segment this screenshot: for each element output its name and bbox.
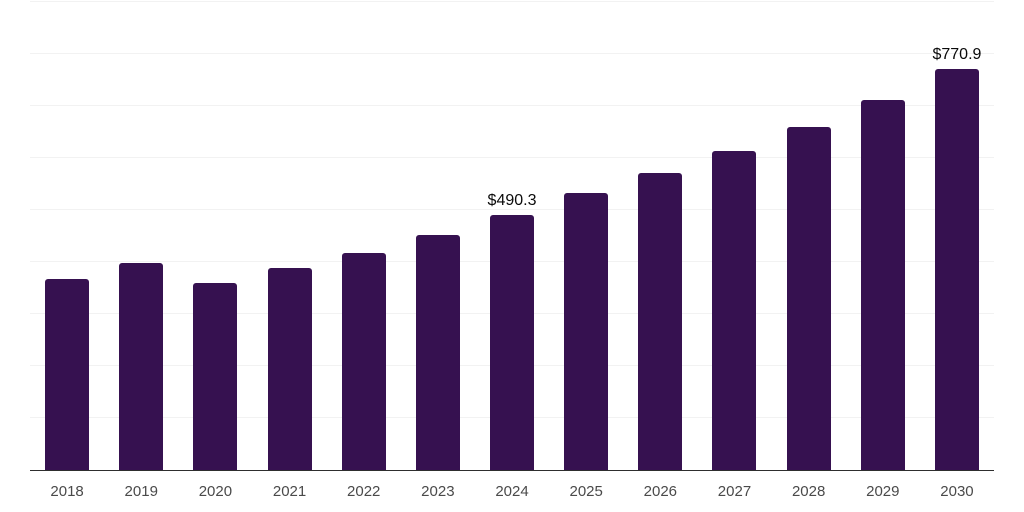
x-tick-label-2022: 2022 bbox=[347, 483, 381, 500]
bar-2029 bbox=[860, 100, 905, 470]
x-tick-label-2027: 2027 bbox=[717, 483, 752, 500]
gridline bbox=[30, 53, 994, 54]
bar-column-2022 bbox=[327, 2, 401, 470]
x-tick-label-2025: 2025 bbox=[569, 483, 603, 500]
bar-2028 bbox=[786, 126, 831, 470]
bar-column-2030: $770.9 bbox=[920, 2, 994, 470]
gridline bbox=[30, 105, 994, 106]
x-tick-label-2021: 2021 bbox=[272, 483, 307, 500]
x-tick-label-2019: 2019 bbox=[124, 483, 158, 500]
x-tick-label-2030: 2030 bbox=[940, 483, 974, 500]
bar-2018 bbox=[45, 278, 90, 470]
x-tick-label-2029: 2029 bbox=[866, 483, 900, 500]
x-tick-label-2020: 2020 bbox=[198, 483, 233, 500]
bar-column-2020 bbox=[178, 2, 252, 470]
bar-column-2019 bbox=[104, 2, 178, 470]
bar-2023 bbox=[415, 234, 460, 470]
bar-2026 bbox=[638, 172, 683, 470]
x-tick-label-2026: 2026 bbox=[643, 483, 678, 500]
bar-2024 bbox=[490, 215, 535, 470]
gridline bbox=[30, 209, 994, 210]
bar-column-2025 bbox=[549, 2, 623, 470]
x-axis-line bbox=[30, 469, 994, 471]
gridline bbox=[30, 157, 994, 158]
bar-2027 bbox=[712, 150, 757, 470]
data-label-2030: $770.9 bbox=[932, 46, 982, 64]
bars-layer: $490.3 $770.9 bbox=[30, 2, 994, 470]
x-tick-label-2023: 2023 bbox=[421, 483, 455, 500]
plot-area: $490.3 $770.9 bbox=[30, 1, 994, 471]
bar-2020 bbox=[193, 282, 238, 470]
x-axis-labels: 2018 2019 2020 2021 2022 2023 2024 2025 2026 2027… bbox=[30, 483, 994, 501]
bar-column-2029 bbox=[846, 2, 920, 470]
bar-2025 bbox=[564, 193, 609, 470]
bar-column-2024: $490.3 bbox=[475, 2, 549, 470]
bar-column-2028 bbox=[772, 2, 846, 470]
x-tick-label-2024: 2024 bbox=[495, 483, 529, 500]
bar-column-2023 bbox=[401, 2, 475, 470]
bar-2021 bbox=[267, 268, 312, 470]
bar-column-2021 bbox=[252, 2, 326, 470]
bar-column-2026 bbox=[623, 2, 697, 470]
bar-2030 bbox=[934, 69, 979, 470]
x-tick-label-2028: 2028 bbox=[791, 483, 826, 500]
bar-column-2018 bbox=[30, 2, 104, 470]
bar-2022 bbox=[341, 253, 386, 470]
x-tick-label-2018: 2018 bbox=[50, 483, 84, 500]
bar-2019 bbox=[119, 262, 164, 470]
data-label-2024: $490.3 bbox=[487, 192, 537, 210]
bar-column-2027 bbox=[697, 2, 771, 470]
gridline bbox=[30, 1, 994, 2]
